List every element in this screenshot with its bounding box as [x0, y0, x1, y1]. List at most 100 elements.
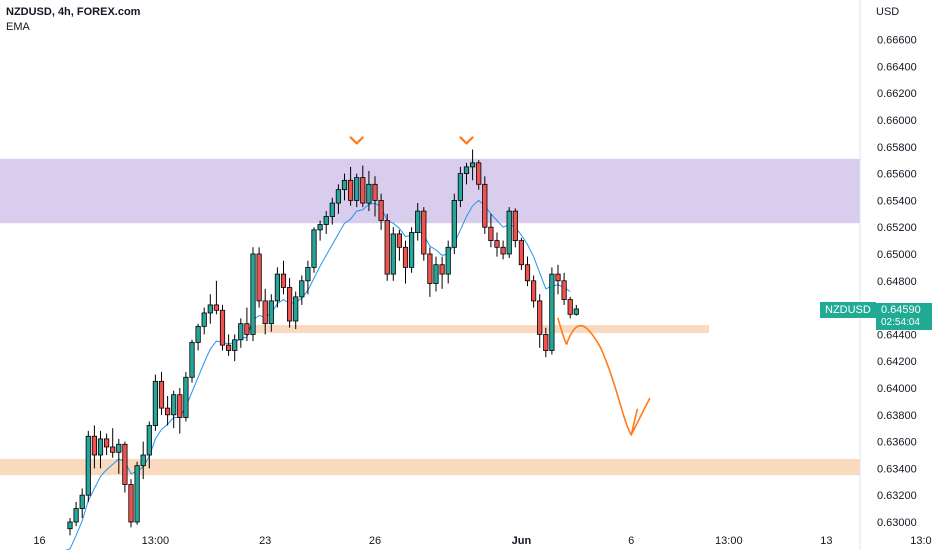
candle-body-up: [116, 443, 122, 453]
candle-body-up: [268, 300, 274, 325]
zone-support-lower: [0, 459, 860, 476]
candle-body-up: [201, 312, 207, 327]
candle: [189, 339, 195, 383]
top-marker-chevron: [349, 136, 364, 145]
candle-body-down: [91, 435, 97, 456]
candle: [347, 166, 354, 206]
candle: [232, 334, 238, 362]
candle-body-down: [378, 199, 384, 221]
candle-body-up: [146, 425, 152, 456]
top-marker-chevron: [459, 136, 474, 145]
y-tick-label: 0.66600: [877, 35, 917, 47]
candle: [524, 256, 531, 287]
candle: [73, 501, 79, 527]
candle-body-up: [232, 339, 238, 351]
projection-curve: [557, 317, 632, 436]
x-tick-label: 13:00: [142, 535, 170, 547]
candle: [488, 213, 494, 248]
candle-body-down: [177, 394, 183, 418]
zone-resistance: [0, 158, 860, 224]
candle: [286, 278, 293, 328]
candle-body-up: [445, 246, 451, 275]
candle-body-up: [250, 253, 256, 335]
candle: [177, 388, 183, 434]
candle-body-down: [286, 287, 293, 322]
y-tick-label: 0.65600: [877, 169, 917, 181]
symbol-tag: NZDUSD: [820, 301, 876, 318]
candle: [561, 272, 567, 305]
candle: [244, 307, 250, 342]
candle-body-down: [396, 233, 403, 248]
y-tick-label: 0.64400: [877, 329, 917, 341]
candle: [274, 267, 281, 308]
candle: [164, 396, 171, 426]
candle: [225, 334, 232, 356]
candle-body-down: [244, 323, 250, 335]
y-tick-label: 0.65800: [877, 142, 917, 154]
x-tick-label: Jun: [512, 535, 532, 547]
candle-body-up: [335, 189, 342, 204]
candle-body-up: [67, 521, 73, 530]
candle-body-up: [207, 304, 213, 314]
candle: [262, 288, 268, 335]
candle: [97, 430, 104, 469]
candle-body-down: [488, 226, 494, 241]
y-tick-label: 0.63200: [877, 490, 917, 502]
candle: [439, 256, 445, 289]
candle: [408, 227, 415, 273]
candle-body-down: [280, 273, 287, 288]
candle: [329, 197, 335, 225]
candle: [128, 479, 134, 528]
candle-body-up: [354, 177, 360, 201]
candle: [201, 307, 207, 335]
candle-body-down: [262, 300, 268, 325]
candle-body-up: [469, 162, 476, 168]
candle: [445, 240, 451, 284]
candle-body-down: [531, 280, 537, 302]
candle: [500, 240, 506, 260]
candle: [305, 260, 311, 295]
candle-body-down: [482, 183, 488, 228]
candle-body-up: [134, 465, 140, 523]
candle: [531, 275, 537, 308]
candle-body-up: [408, 232, 415, 268]
candle: [110, 428, 116, 458]
x-tick-label: 13:00: [715, 535, 743, 547]
candle-body-up: [171, 394, 177, 416]
candle: [134, 461, 140, 525]
candle-body-down: [494, 240, 500, 248]
candle: [537, 294, 543, 348]
candle: [171, 390, 177, 429]
candle-body-up: [311, 229, 317, 268]
candle: [463, 162, 470, 185]
candle: [268, 294, 274, 332]
candle-body-down: [402, 246, 409, 268]
candle: [549, 267, 555, 355]
candle-body-down: [213, 304, 219, 311]
candle: [469, 149, 476, 181]
y-tick-label: 0.63600: [877, 437, 917, 449]
candle-body-up: [457, 173, 464, 201]
candle: [433, 256, 439, 292]
candle: [183, 371, 189, 422]
candle-body-up: [195, 325, 201, 343]
y-tick-label: 0.65000: [877, 249, 917, 261]
indicator-label[interactable]: EMA: [6, 21, 30, 33]
candle-body-up: [238, 323, 244, 341]
candle-body-down: [372, 183, 378, 201]
y-tick-label: 0.64800: [877, 276, 917, 288]
candle: [384, 213, 390, 281]
candle-body-up: [79, 494, 85, 510]
candle: [335, 184, 342, 214]
candle: [402, 240, 409, 284]
candle-body-up: [189, 342, 195, 378]
candle-body-down: [427, 253, 433, 284]
candle: [158, 371, 165, 415]
candle-body-down: [158, 380, 165, 409]
candle: [122, 441, 128, 493]
candle: [543, 327, 549, 358]
price-zones: [0, 158, 860, 476]
candle: [85, 430, 91, 502]
